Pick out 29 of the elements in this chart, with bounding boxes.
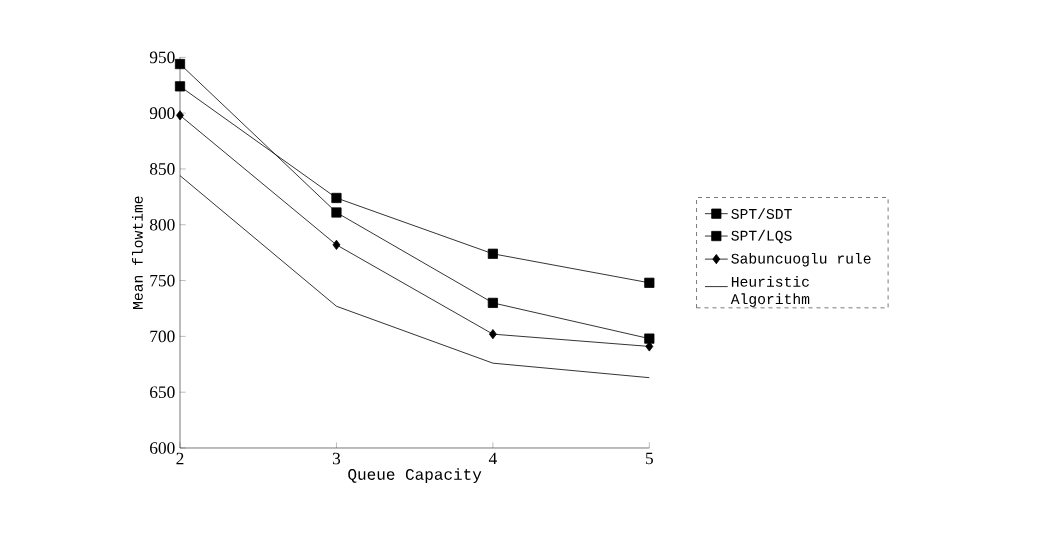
legend-label: Sabuncuoglu rule — [731, 252, 871, 267]
y-tick-label: 750 — [150, 274, 175, 287]
y-tick-label: 900 — [149, 107, 175, 119]
legend-label: SPT/LQS — [731, 229, 792, 244]
y-tick-label: 650 — [150, 386, 175, 399]
point — [487, 297, 498, 308]
point — [488, 329, 497, 340]
y-axis-title: Mean flowtime — [132, 196, 143, 309]
point — [331, 192, 342, 204]
legend-label: SPT/SDT — [731, 208, 792, 219]
point — [174, 81, 186, 92]
point — [176, 110, 184, 121]
y-tick-label: 700 — [150, 330, 175, 343]
y-tick-label: 800 — [149, 218, 175, 231]
x-tick-label: 5 — [646, 452, 653, 465]
y-tick-label: 850 — [149, 163, 175, 175]
point — [174, 58, 186, 70]
y-tick-label: 600 — [150, 442, 175, 454]
legend-label: Heuristic Algorithm — [730, 276, 810, 308]
point — [487, 248, 498, 259]
point — [644, 333, 655, 344]
point — [644, 277, 655, 288]
x-tick-label: 4 — [488, 452, 497, 465]
y-tick-label: 950 — [149, 51, 175, 64]
point — [331, 207, 342, 218]
x-axis-title: Queue Capacity — [348, 468, 482, 484]
x-tick-label: 3 — [332, 452, 341, 465]
x-tick-label: 2 — [176, 452, 184, 465]
point — [332, 239, 341, 250]
